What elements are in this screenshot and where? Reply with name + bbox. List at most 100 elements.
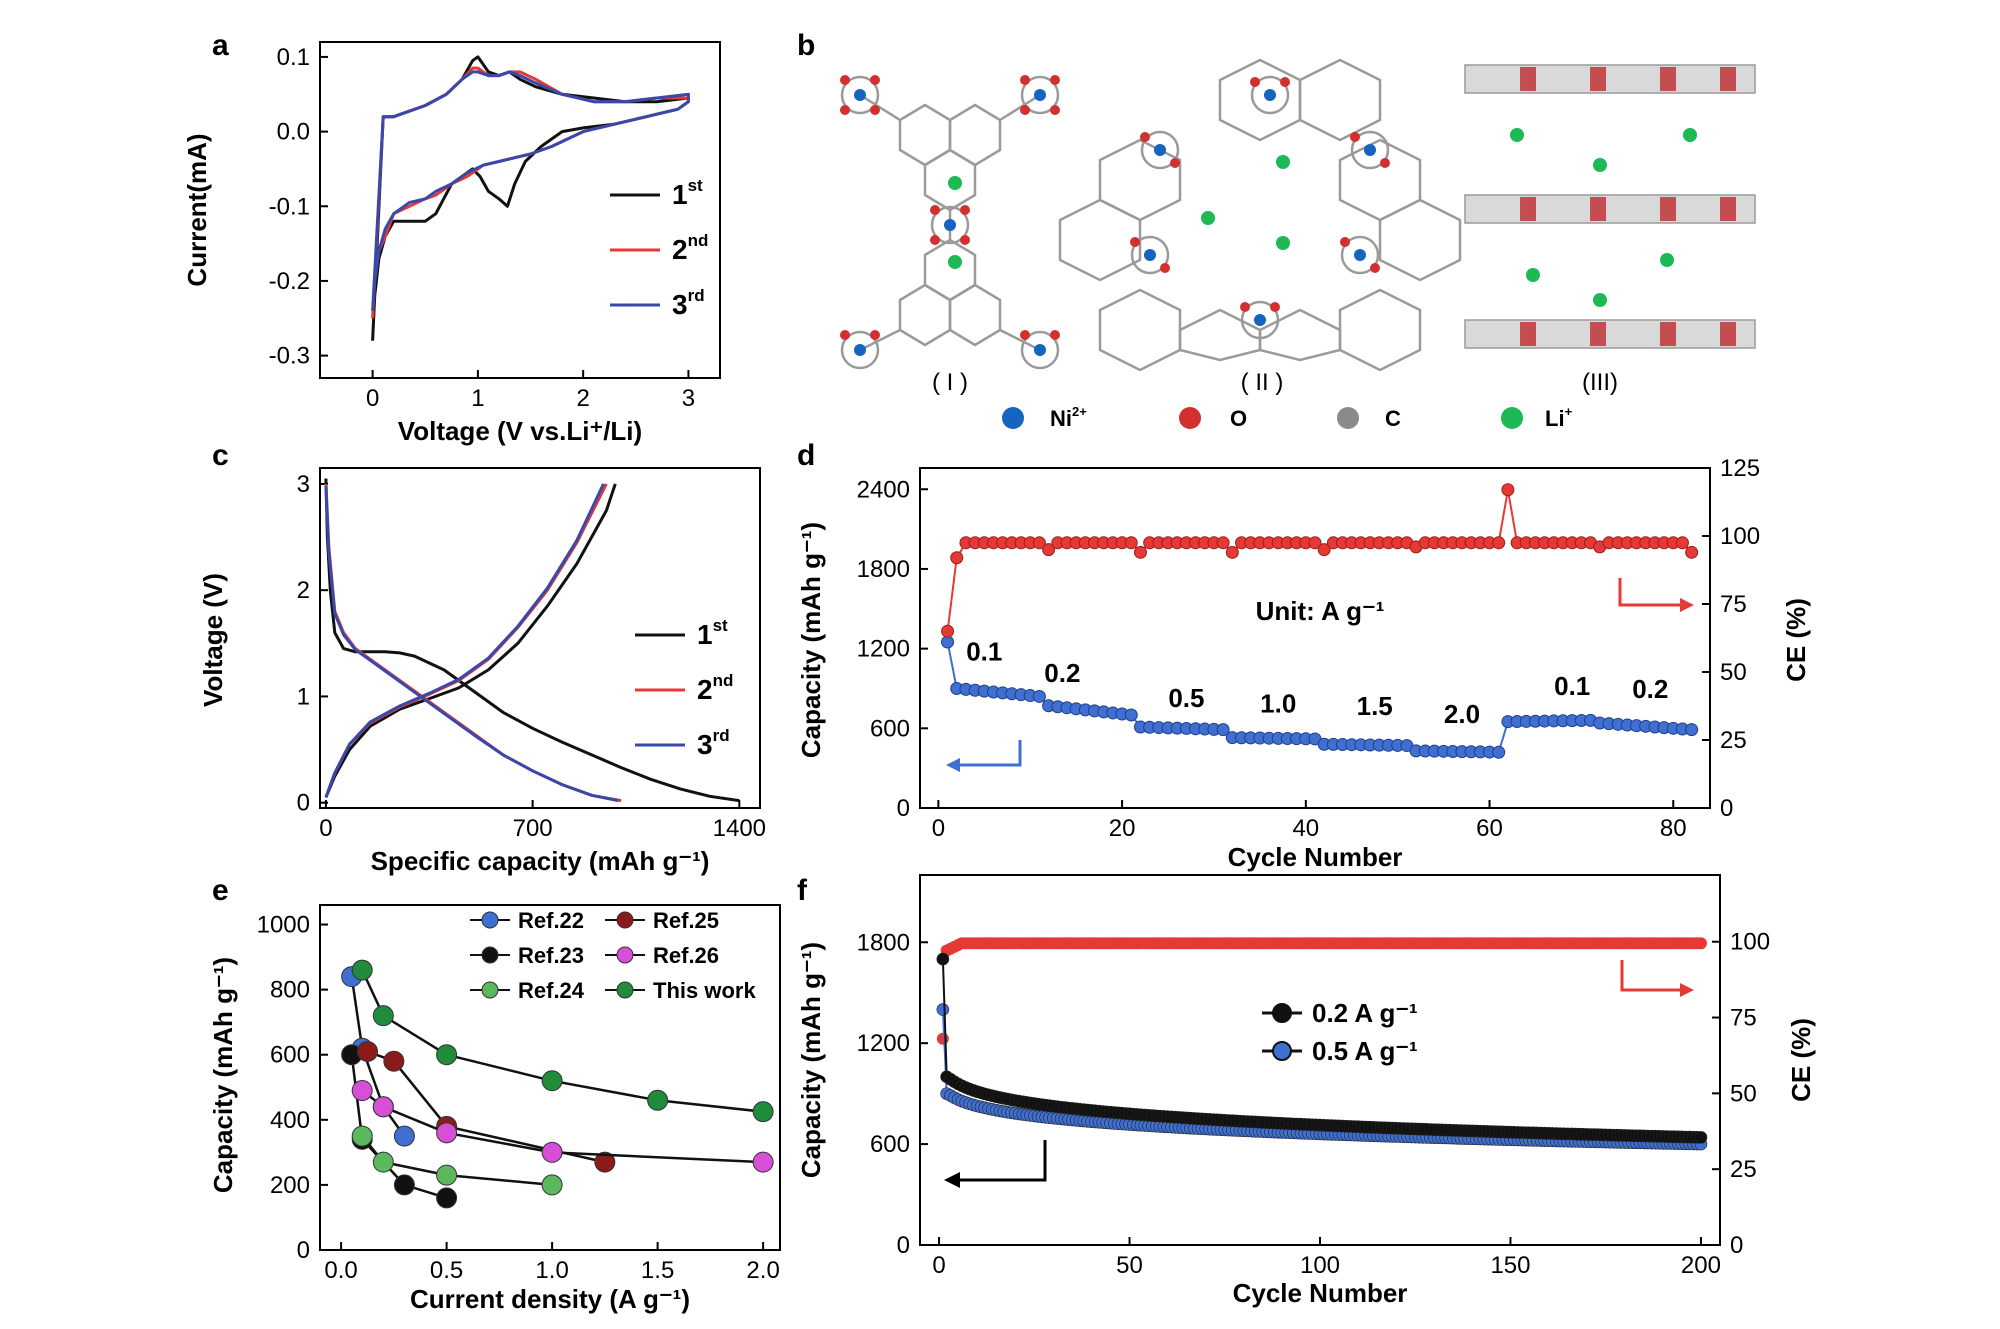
y2-tick-label: 0 <box>1720 795 1733 822</box>
panel-e-series-point-0 <box>393 1125 415 1147</box>
panel-f-ce-arrowhead <box>1680 983 1694 997</box>
panel-c: c 0 700 1400 3 2 1 0 Voltage (V) Specific capa… <box>198 439 766 876</box>
y-tick-label: 3 <box>297 471 310 498</box>
x-tick-label: 0.5 <box>430 1257 463 1284</box>
panel-e-series-point-3 <box>594 1151 616 1173</box>
panel-c-charge-curve-0 <box>324 483 617 798</box>
panel-f-xlabel: Cycle Number <box>1233 1278 1408 1308</box>
panel-e-letter: e <box>212 874 229 907</box>
x-tick-label: 0 <box>319 815 332 842</box>
y-tick-label: 1200 <box>857 1030 910 1057</box>
atom-legend-c-marker <box>1337 407 1359 429</box>
y-tick-label: 400 <box>270 1107 310 1134</box>
panel-e-series-point-2 <box>436 1164 458 1186</box>
panel-f-ylabel: Capacity (mAh g⁻¹) <box>796 942 826 1178</box>
x-tick-label: 3 <box>682 385 695 412</box>
panel-d-annotation: Unit: A g⁻¹ <box>1256 596 1385 626</box>
structure-i <box>840 75 1060 370</box>
panel-f-legend-marker-0 <box>1272 1003 1292 1023</box>
panel-d-capacity-point <box>941 635 955 649</box>
panel-e: e 0.0 0.5 1.0 1.5 2.0 0 200 400 600 800 1000 Capac… <box>208 874 781 1314</box>
panel-c-ylabel: Voltage (V) <box>198 573 228 707</box>
panel-d-capacity-point <box>1032 689 1046 703</box>
y-tick-label: 1000 <box>257 912 310 939</box>
panel-d-rate-label-0: 0.1 <box>966 637 1002 667</box>
x-tick-label: 40 <box>1292 815 1319 842</box>
panel-f: f 0 50 100 150 200 0 600 1200 1800 0 25 50 75 100 Cap… <box>796 874 1816 1308</box>
panel-c-legend-label-0: 1st <box>697 616 728 650</box>
panel-e-legend-label-5: This work <box>653 978 756 1003</box>
panel-e-legend: Ref.22 Ref.23 Ref.24 Ref.25 Ref.26 This work <box>470 908 756 1003</box>
panel-d-ce-point <box>1317 543 1331 557</box>
panel-f-ce-point <box>936 1032 949 1045</box>
panel-f-capacity-point <box>1694 1131 1708 1144</box>
panel-e-legend-marker-1 <box>481 946 499 964</box>
panel-d-rate-label-5: 2.0 <box>1444 699 1480 729</box>
panel-d-frame <box>919 467 1711 809</box>
panel-d-rate-label-4: 1.5 <box>1357 691 1393 721</box>
panel-d-rate-label-1: 0.2 <box>1044 658 1080 688</box>
panel-e-legend-label-1: Ref.23 <box>518 943 584 968</box>
panel-a-cv-curve-2 <box>371 70 690 311</box>
panel-d-rate-label-2: 0.5 <box>1168 683 1204 713</box>
panel-c-discharge-curve-0 <box>324 478 740 803</box>
y-tick-label: -0.1 <box>269 193 310 220</box>
x-tick-label: 0 <box>366 385 379 412</box>
panel-e-series-point-4 <box>351 1080 373 1102</box>
x-tick-label: 700 <box>513 815 553 842</box>
y-tick-label: 0 <box>297 1237 310 1264</box>
structure-label-iii: (III) <box>1582 369 1618 396</box>
panel-f-legend: 0.2 A g⁻¹ 0.5 A g⁻¹ <box>1262 998 1418 1066</box>
y2-tick-label: 75 <box>1730 1005 1757 1032</box>
structure-label-ii: ( II ) <box>1241 369 1284 396</box>
panel-a-ticks: 0 1 2 3 0.1 0.0 -0.1 -0.2 -0.3 <box>269 44 695 412</box>
y-tick-label: 800 <box>270 977 310 1004</box>
panel-c-legend-label-1: 2nd <box>697 671 733 705</box>
panel-f-ce-arrow <box>1620 960 1680 992</box>
x-tick-label: 1.5 <box>641 1257 674 1284</box>
x-tick-label: 0 <box>932 1252 945 1279</box>
panel-d-rate-label-7: 0.2 <box>1632 674 1668 704</box>
panel-b-letter: b <box>797 29 815 62</box>
y-tick-label: 600 <box>870 715 910 742</box>
y-tick-label: 0.0 <box>277 119 310 146</box>
panel-f-y2label: CE (%) <box>1786 1018 1816 1102</box>
x-tick-label: 0.0 <box>324 1257 357 1284</box>
panel-e-series-point-5 <box>541 1070 563 1092</box>
atom-legend: Ni2+ O C Li+ <box>1002 404 1573 431</box>
atom-legend-o-marker <box>1179 407 1201 429</box>
panel-c-charge-curve-2 <box>324 483 605 798</box>
structure-i-atoms <box>840 75 1060 356</box>
panel-f-legend-label-1: 0.5 A g⁻¹ <box>1312 1036 1418 1066</box>
atom-legend-li-label: Li+ <box>1545 404 1573 431</box>
panel-d-ce-point <box>950 551 964 565</box>
panel-a-xlabel: Voltage (V vs.Li⁺/Li) <box>398 416 642 446</box>
panel-d-ylabel: Capacity (mAh g⁻¹) <box>796 522 826 758</box>
panel-c-letter: c <box>212 439 229 472</box>
panel-e-ticks: 0.0 0.5 1.0 1.5 2.0 0 200 400 600 800 1000 <box>257 912 780 1284</box>
x-tick-label: 50 <box>1116 1252 1143 1279</box>
y-tick-label: 1200 <box>857 636 910 663</box>
y2-tick-label: 25 <box>1720 727 1747 754</box>
panel-d: d 0 20 40 60 80 0 600 1200 1800 2400 0 25 50 75 100 125… <box>796 439 1811 872</box>
panel-e-legend-marker-4 <box>616 946 634 964</box>
panel-a-frame <box>319 41 721 379</box>
panel-d-capacity-arrow <box>960 740 1022 767</box>
panel-e-series-point-3 <box>356 1040 378 1062</box>
panel-c-legend: 1st 2nd 3rd <box>635 616 733 760</box>
panel-e-series-point-1 <box>393 1174 415 1196</box>
panel-d-ce-point <box>1492 536 1506 550</box>
panel-f-ticks: 0 50 100 150 200 0 600 1200 1800 0 25 50 75 100 <box>857 929 1770 1279</box>
y-tick-label: 0 <box>897 795 910 822</box>
panel-d-capacity-point <box>1124 708 1138 722</box>
panel-e-series-point-2 <box>372 1151 394 1173</box>
panel-d-ce-arrowhead <box>1680 598 1694 612</box>
panel-e-series-point-3 <box>383 1050 405 1072</box>
panel-e-xlabel: Current density (A g⁻¹) <box>410 1284 690 1314</box>
panel-d-ce-point <box>1501 483 1515 497</box>
panel-e-legend-label-2: Ref.24 <box>518 978 585 1003</box>
panel-e-series-line-3 <box>367 1050 606 1164</box>
panel-c-curves <box>324 478 740 803</box>
x-tick-label: 150 <box>1490 1252 1530 1279</box>
